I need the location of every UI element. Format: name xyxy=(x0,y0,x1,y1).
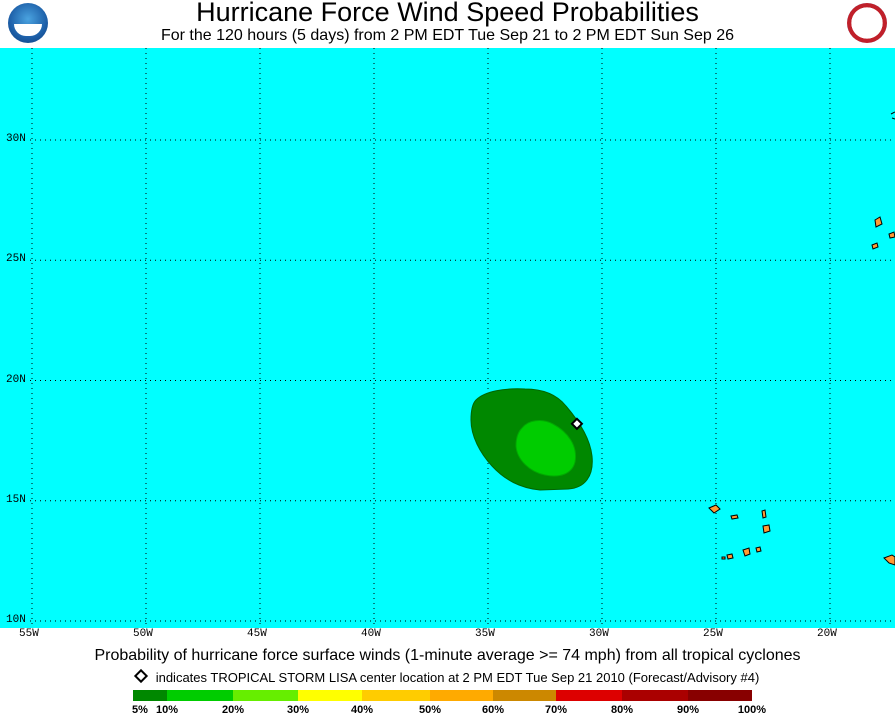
storm-note-text: indicates TROPICAL STORM LISA center loc… xyxy=(155,670,760,685)
canary-islands xyxy=(871,216,895,250)
scale-label: 70% xyxy=(544,704,568,716)
map-caption: Probability of hurricane force surface w… xyxy=(94,647,801,664)
lon-label: 40W xyxy=(361,628,381,640)
scale-swatch xyxy=(167,690,233,701)
scale-swatch xyxy=(493,690,556,701)
scale-label: 100% xyxy=(737,704,767,716)
scale-label: 40% xyxy=(350,704,374,716)
scale-label: 50% xyxy=(418,704,442,716)
scale-swatch xyxy=(622,690,688,701)
page-subtitle: For the 120 hours (5 days) from 2 PM EDT… xyxy=(160,27,735,44)
lat-label: 30N xyxy=(6,133,26,145)
scale-swatch xyxy=(688,690,752,701)
lon-label: 35W xyxy=(475,628,495,640)
lat-label: 15N xyxy=(6,493,26,506)
scale-swatch xyxy=(430,690,493,701)
ocean xyxy=(0,48,895,628)
cape-verde-islands xyxy=(708,504,771,560)
scale-label: 30% xyxy=(286,704,310,716)
storm-diamond-icon xyxy=(133,668,148,684)
lat-label: 10N xyxy=(6,614,26,626)
page-title: Hurricane Force Wind Speed Probabilities xyxy=(196,0,699,27)
lat-label: 25N xyxy=(6,253,26,266)
probability-map xyxy=(0,48,895,628)
lon-label: 25W xyxy=(703,628,723,640)
storm-center-diamond xyxy=(570,417,584,431)
scale-swatch xyxy=(298,690,362,701)
scale-label: 90% xyxy=(676,704,700,716)
lon-label: 30W xyxy=(589,628,609,640)
noaa-logo xyxy=(8,3,48,43)
scale-label: 80% xyxy=(610,704,634,716)
storm-center-marker xyxy=(570,417,584,431)
scale-swatch xyxy=(233,690,298,701)
contour-10-percent xyxy=(515,420,577,477)
scale-swatch xyxy=(362,690,430,701)
scale-swatch xyxy=(133,690,167,701)
scale-label: 20% xyxy=(221,704,245,716)
lat-label: 20N xyxy=(6,373,26,386)
graticule xyxy=(30,48,895,628)
lon-label: 45W xyxy=(247,628,267,640)
scale-label: 5% xyxy=(132,704,148,716)
scale-swatch xyxy=(556,690,622,701)
lon-label: 55W xyxy=(19,628,39,640)
lon-label: 50W xyxy=(133,628,153,640)
nws-logo xyxy=(847,3,887,43)
africa-coast xyxy=(883,554,895,566)
lon-label: 20W xyxy=(817,628,837,640)
storm-note: indicates TROPICAL STORM LISA center loc… xyxy=(0,668,895,685)
scale-label: 60% xyxy=(481,704,505,716)
scale-label: 10% xyxy=(155,704,179,716)
